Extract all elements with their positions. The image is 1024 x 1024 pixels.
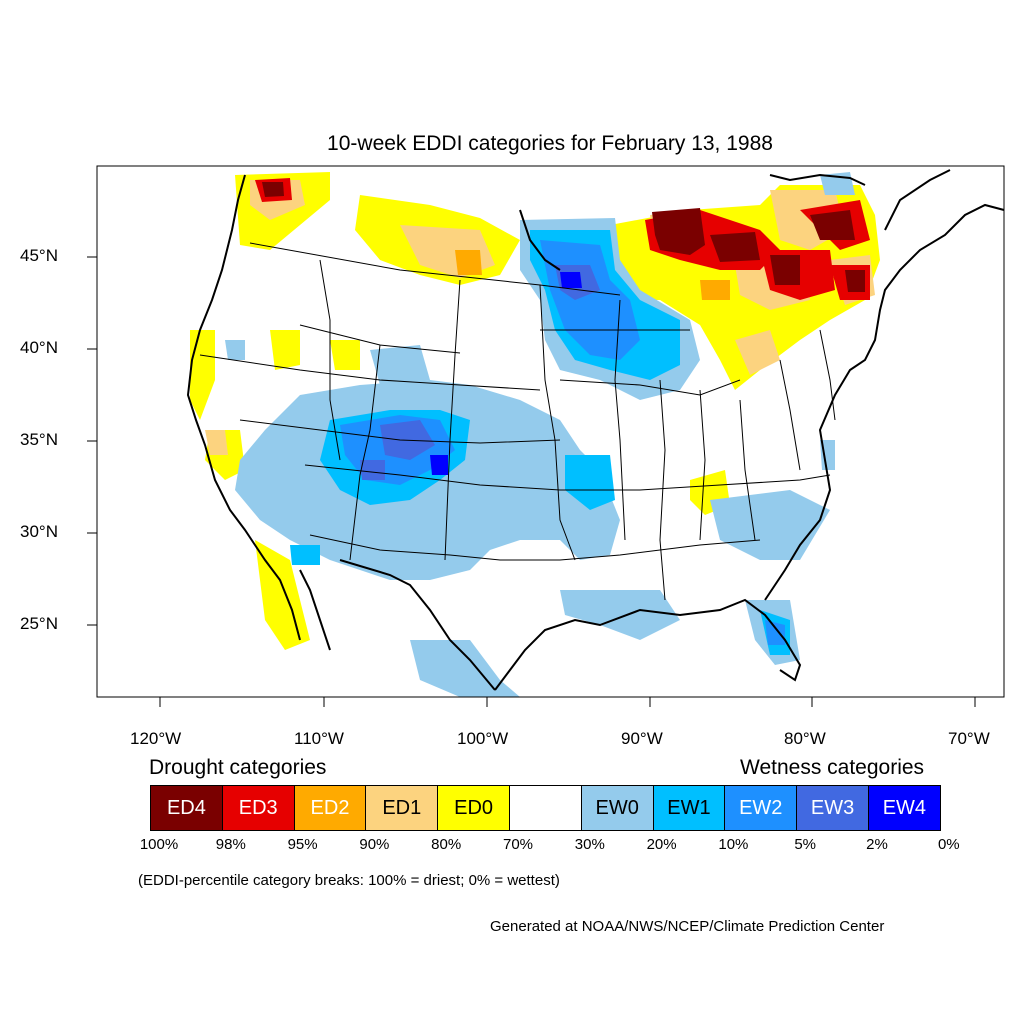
percentile-label: 100%: [139, 836, 179, 853]
legend-category-ew3: EW3: [796, 785, 869, 831]
lat-tick-label: 45°N: [20, 246, 58, 265]
drought-categories-heading: Drought categories: [149, 756, 327, 779]
legend-category-ed3: ED3: [221, 785, 295, 831]
legend-category-normal: [508, 785, 582, 831]
legend-category-ed4: ED4: [150, 785, 223, 831]
map-title: 10-week EDDI categories for February 13,…: [327, 132, 773, 155]
legend-category-ew0: EW0: [580, 785, 654, 831]
category-breaks-note: (EDDI-percentile category breaks: 100% =…: [138, 872, 560, 889]
percentile-label: 70%: [502, 836, 534, 853]
legend-category-ew2: EW2: [724, 785, 798, 831]
percentile-label: 10%: [718, 836, 749, 853]
percentile-label: 95%: [287, 836, 318, 853]
lat-tick-label: 40°N: [20, 338, 58, 357]
lat-tick-label: 35°N: [20, 430, 58, 449]
percentile-label: 98%: [215, 836, 246, 853]
percentile-label: 80%: [431, 836, 462, 853]
eddi-map: [87, 165, 1005, 707]
percentile-label: 30%: [574, 836, 605, 853]
ew4-areas: [430, 272, 582, 475]
credit-line: Generated at NOAA/NWS/NCEP/Climate Predi…: [490, 918, 885, 935]
legend-category-ew4: EW4: [867, 785, 941, 831]
lon-tick-label: 120°W: [130, 729, 182, 748]
legend-category-ed1: ED1: [365, 785, 439, 831]
percentile-label: 0%: [937, 836, 960, 853]
lat-tick-label: 30°N: [20, 522, 58, 541]
lon-tick-label: 80°W: [784, 729, 826, 748]
wetness-categories-heading: Wetness categories: [740, 756, 925, 779]
legend-color-bar: ED4 ED3 ED2 ED1 ED0 EW0 EW1 EW2 EW3 EW4: [150, 785, 941, 831]
percentile-label: 20%: [646, 836, 677, 853]
lon-tick-label: 90°W: [621, 729, 663, 748]
legend-category-ew1: EW1: [652, 785, 726, 831]
ed4-areas: [262, 182, 865, 292]
legend-category-ed0: ED0: [437, 785, 510, 831]
lon-tick-label: 70°W: [948, 729, 990, 748]
coastline: [186, 169, 1005, 691]
axis-ticks: [87, 256, 976, 707]
borders: [199, 242, 836, 601]
lon-tick-label: 110°W: [294, 729, 344, 748]
percentile-label: 90%: [359, 836, 390, 853]
percentile-label: 2%: [866, 836, 888, 853]
lon-tick-label: 100°W: [457, 729, 509, 748]
percentile-label: 5%: [794, 836, 817, 853]
legend-category-ed2: ED2: [293, 785, 367, 831]
lat-tick-label: 25°N: [20, 614, 58, 633]
